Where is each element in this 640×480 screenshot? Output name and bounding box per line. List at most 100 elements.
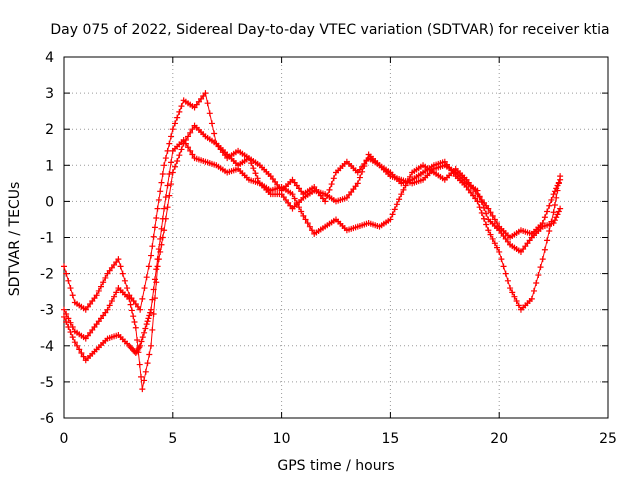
- data-point: [202, 90, 209, 97]
- data-point-marker: [489, 235, 496, 242]
- data-point-marker: [483, 221, 490, 228]
- y-tick-label: 0: [45, 194, 54, 210]
- x-tick-label: 5: [168, 431, 177, 447]
- data-point-marker: [182, 140, 189, 147]
- data-point-marker: [67, 285, 74, 292]
- y-tick-label: -5: [40, 375, 54, 391]
- data-point: [474, 187, 481, 194]
- y-tick-label: -6: [40, 411, 54, 427]
- data-point-marker: [551, 217, 558, 224]
- data-point-marker: [174, 114, 181, 121]
- data-point-marker: [155, 196, 162, 203]
- series-track-2: [61, 122, 564, 393]
- data-point: [496, 248, 503, 255]
- data-point: [61, 306, 67, 313]
- data-point: [387, 216, 394, 223]
- data-point: [137, 342, 144, 349]
- data-point-marker: [67, 319, 74, 326]
- y-tick-label: 1: [45, 158, 54, 174]
- data-point: [289, 191, 296, 198]
- y-tick-label: 2: [45, 122, 54, 138]
- data-point-marker: [476, 193, 483, 200]
- data-point-marker: [487, 231, 494, 238]
- data-point-marker: [166, 140, 173, 147]
- data-point-marker: [65, 315, 72, 322]
- data-point: [539, 256, 546, 263]
- data-point: [485, 227, 492, 234]
- data-point-marker: [178, 146, 185, 153]
- data-point-marker: [95, 287, 102, 294]
- data-point-marker: [158, 179, 165, 186]
- data-point-marker: [306, 223, 313, 230]
- data-point-marker: [304, 220, 311, 227]
- data-point-marker: [97, 283, 104, 290]
- data-point: [180, 137, 187, 144]
- data-point: [104, 306, 111, 313]
- data-point-marker: [531, 287, 538, 294]
- data-point-marker: [76, 346, 83, 353]
- data-point-marker: [553, 214, 560, 221]
- data-point-marker: [208, 120, 215, 127]
- data-point-marker: [211, 130, 218, 137]
- data-point-marker: [80, 353, 87, 360]
- data-point-marker: [162, 155, 169, 162]
- data-point: [93, 292, 100, 299]
- data-point-marker: [131, 318, 138, 325]
- data-point-marker: [142, 325, 149, 332]
- data-point-marker: [498, 256, 505, 263]
- data-point-marker: [393, 201, 400, 208]
- data-point-marker: [298, 208, 305, 215]
- data-point-marker: [502, 270, 509, 277]
- data-point: [71, 339, 78, 346]
- data-point-marker: [171, 163, 178, 170]
- data-point-marker: [504, 277, 511, 284]
- data-point-marker: [537, 264, 544, 271]
- data-point-marker: [168, 181, 175, 188]
- data-point: [161, 162, 168, 169]
- data-point: [557, 205, 564, 212]
- data-point-marker: [483, 210, 490, 217]
- data-point-marker: [176, 152, 183, 159]
- data-point-marker: [189, 151, 196, 158]
- data-point-marker: [155, 246, 162, 253]
- data-point-marker: [143, 274, 150, 281]
- data-point-marker: [141, 377, 148, 384]
- data-point-marker: [480, 215, 487, 222]
- data-point-marker: [480, 204, 487, 211]
- data-point-marker: [551, 202, 558, 209]
- data-point-marker: [330, 175, 337, 182]
- data-point-marker: [159, 215, 166, 222]
- data-point-marker: [117, 263, 124, 270]
- x-tick-label: 0: [60, 431, 69, 447]
- data-point: [139, 386, 146, 393]
- y-axis-label: SDTVAR / TECUs: [7, 182, 23, 297]
- data-point-marker: [489, 212, 496, 219]
- data-point-marker: [168, 159, 175, 166]
- data-point-marker: [113, 289, 120, 296]
- data-point-marker: [153, 266, 160, 273]
- data-point: [557, 173, 564, 180]
- x-tick-label: 15: [381, 431, 399, 447]
- data-point-marker: [491, 240, 498, 247]
- data-point-marker: [555, 180, 562, 187]
- data-point-marker: [326, 186, 333, 193]
- data-point-marker: [166, 170, 173, 177]
- data-point-marker: [250, 165, 257, 172]
- data-point-marker: [69, 334, 76, 341]
- data-point-marker: [102, 274, 109, 281]
- data-point-marker: [69, 292, 76, 299]
- y-tick-label: 4: [45, 50, 54, 66]
- data-point-marker: [139, 334, 146, 341]
- data-point-marker: [149, 326, 156, 333]
- data-point-marker: [65, 277, 72, 284]
- data-point-marker: [389, 211, 396, 218]
- x-tick-label: 10: [273, 431, 291, 447]
- data-point-marker: [535, 272, 542, 279]
- data-point-marker: [553, 194, 560, 201]
- data-point-marker: [74, 342, 81, 349]
- data-point-marker: [150, 233, 157, 240]
- data-point-marker: [554, 211, 561, 218]
- data-point-marker: [119, 270, 126, 277]
- data-point-marker: [176, 108, 183, 115]
- data-point-marker: [149, 296, 156, 303]
